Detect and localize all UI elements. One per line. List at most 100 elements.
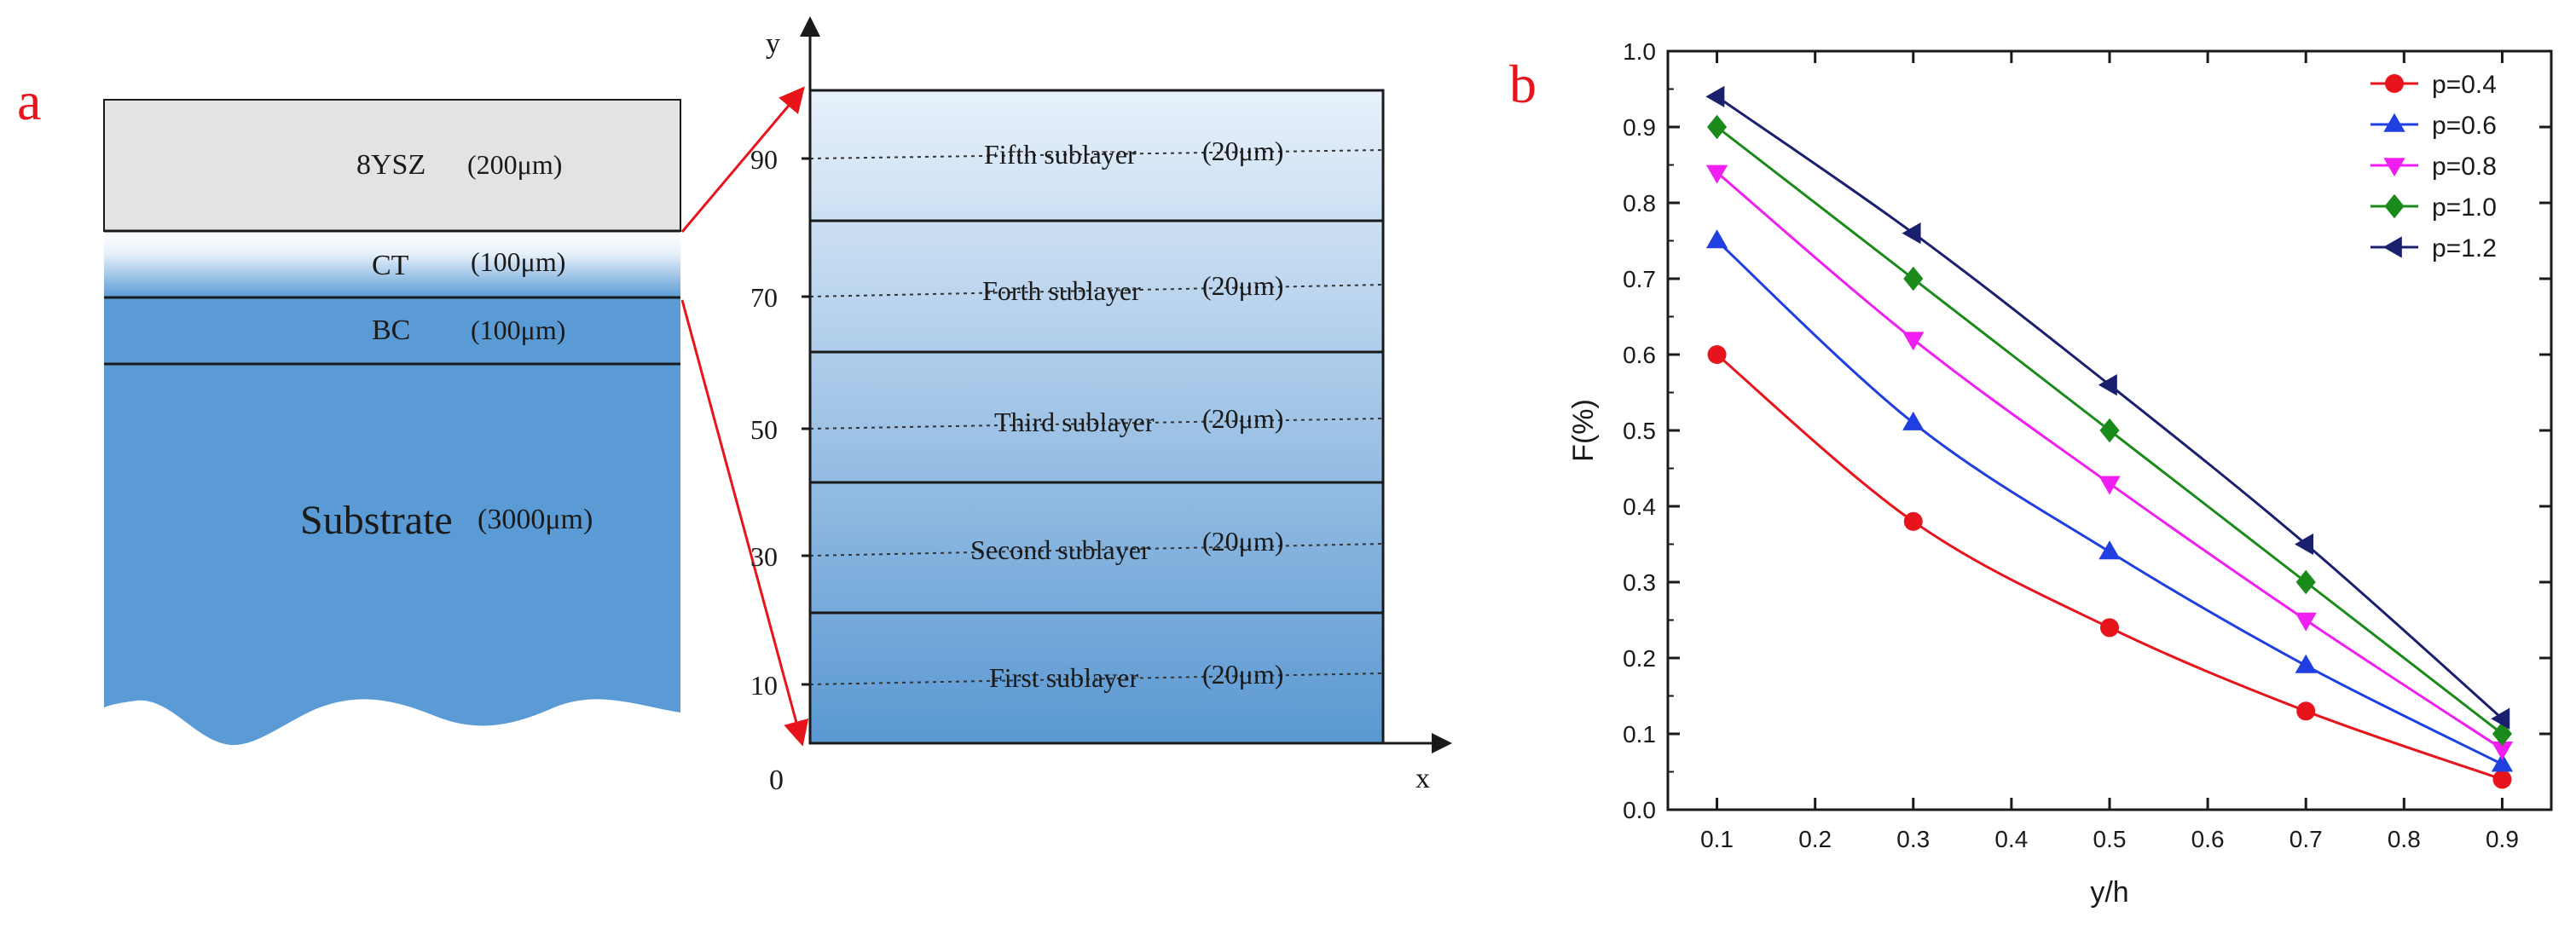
legend-label: p=0.4 [2432,71,2497,99]
legend-swatch-marker [2382,236,2402,258]
legend-swatch-marker [2383,113,2405,132]
ct-thickness: (100μm) [471,246,565,277]
ysz-layer [103,99,681,232]
sublayer-name: Forth sublayer [982,275,1141,306]
zoom-arrow-top [680,86,805,233]
sublayer-midline [809,418,1384,430]
legend-swatch-marker [2384,193,2405,219]
data-point [2492,770,2512,789]
x-tick-label: 0.4 [1994,826,2028,852]
ct-detail-box [808,89,1385,745]
x-tick-label: 0.3 [1896,826,1930,852]
data-point [1902,332,1925,351]
x-axis-label: y/h [2090,876,2128,909]
detail-x-axis-label: x [1415,763,1430,794]
panel-a-letter: a [17,71,41,131]
data-point [2295,569,2316,595]
panel-b: b 0.00.10.20.30.40.50.60.70.80.91.00.1 0.… [1509,38,2553,909]
y-tick-label: 1.0 [1623,38,1656,65]
substrate-layer [104,364,680,746]
x-tick-label: 0.1 [1700,826,1734,852]
data-point [2491,753,2514,772]
ysz-name: 8YSZ [356,149,425,181]
data-point [2295,612,2317,632]
data-point [2491,707,2510,730]
zoom-arrow-bottom [680,299,809,747]
y-tick-label: 0.2 [1623,645,1656,672]
y-tick-label: 0.8 [1623,190,1656,216]
y-tick-label: 0.6 [1623,342,1656,368]
data-point [2098,373,2117,396]
legend-swatch-marker [2383,158,2405,177]
data-point [1903,511,1923,531]
data-point [2492,721,2512,747]
detail-y-tick-label: 90 [750,144,778,175]
data-point [1705,229,1728,249]
sublayer-thickness: (20μm) [1202,136,1283,166]
bc-thickness: (100μm) [471,315,565,345]
legend-label: p=1.2 [2432,234,2497,263]
data-point [2099,418,2120,443]
data-point [2098,476,2121,495]
y-tick-label: 0.3 [1623,569,1656,596]
sublayer-midline [809,543,1384,557]
y-tick-label: 0.9 [1623,114,1656,141]
sublayer-thickness: (20μm) [1202,403,1283,434]
y-tick-label: 0.5 [1623,418,1656,444]
x-tick-label: 0.8 [2388,826,2421,852]
data-point [2098,540,2121,560]
x-tick-label: 0.2 [1798,826,1832,852]
detail-y-tick-label: 70 [750,282,778,313]
data-point [1902,411,1925,430]
legend-label: p=1.0 [2432,193,2497,222]
sublayer-name: Third sublayer [994,407,1155,437]
ct-detail: Fifth sublayer (20μm) Forth sublayer (20… [750,16,1452,796]
sublayer-name: First sublayer [989,662,1138,693]
detail-y-tick-label: 10 [750,670,778,701]
data-point [2100,618,2119,638]
bc-layer [104,297,680,364]
sublayer-thickness: (20μm) [1202,270,1283,301]
data-point [1707,345,1727,364]
x-tick-label: 0.7 [2289,826,2323,852]
sublayer-name: Fifth sublayer [984,139,1137,170]
coating-stack: 8YSZ (200μm) CT (100μm) BC (100μm) Subst… [103,99,681,746]
sublayer-thickness: (20μm) [1202,659,1283,690]
data-point [1902,222,1921,245]
detail-y-tick-label: 30 [750,541,778,572]
substrate-name: Substrate [300,498,453,543]
sublayer-midline [809,149,1384,159]
legend-swatch-marker [2385,74,2404,93]
data-point [2295,654,2317,673]
x-tick-label: 0.6 [2191,826,2225,852]
y-tick-label: 0.0 [1623,797,1656,823]
bc-name: BC [372,315,410,346]
x-tick-label: 0.9 [2486,826,2519,852]
y-tick-label: 0.7 [1623,266,1656,292]
y-tick-label: 0.1 [1623,721,1656,747]
data-point [2491,742,2514,760]
detail-origin-label: 0 [769,765,784,796]
x-tick-label: 0.5 [2093,826,2127,852]
detail-y-axis-label: y [766,28,780,60]
data-point [1705,164,1728,184]
data-point [2296,701,2316,721]
y-axis-label: F(%) [1567,399,1600,462]
ct-name: CT [372,250,409,281]
ysz-thickness: (200μm) [467,149,562,180]
sublayer-midline [809,672,1384,685]
data-point [2295,533,2314,556]
f-vs-yh-chart: 0.0 0.1 0.2 0.3 0.4 0.5 0.6 0.7 0.8 0.9 1.0 0.1 0.2 0… [1567,38,2553,909]
y-tick-label: 0.4 [1623,493,1656,520]
legend-label: p=0.8 [2432,153,2497,181]
sublayer-name: Second sublayer [970,534,1150,565]
legend-label: p=0.6 [2432,112,2497,140]
data-point [1707,114,1728,140]
detail-y-tick-label: 50 [750,414,778,445]
substrate-thickness: (3000μm) [478,504,593,535]
sublayer-thickness: (20μm) [1202,526,1283,557]
series-line [1716,240,2504,765]
panel-a: a 8YSZ (200μm) CT (100μm) BC (100μm) Sub… [17,16,1452,796]
data-point [1903,266,1924,291]
